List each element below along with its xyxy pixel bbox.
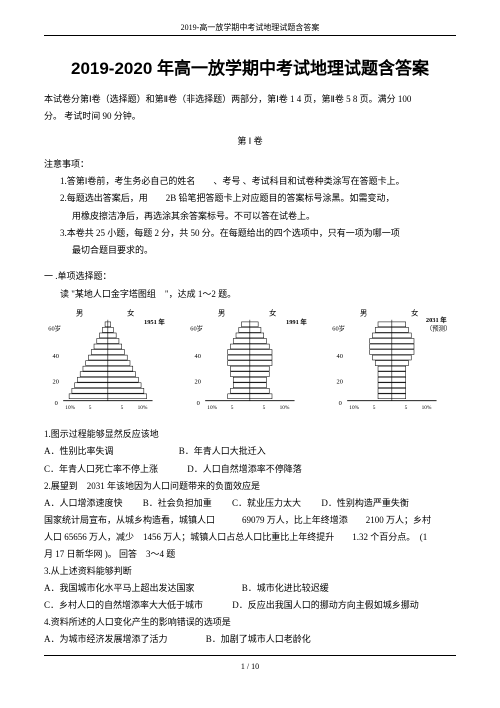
svg-text:10%: 10% [350,405,360,411]
q3-opt-a: A．我国城市化水平马上超出发达国家 [44,583,195,593]
q1-row2: C．年青人口死亡率不停上涨 D．人口自然增添率不停降落 [44,461,456,478]
page-number: 1 / 10 [44,662,456,671]
pyramid-1951: 男 女 1951 年 60岁 40 20 0 10% 5 5 10% [44,307,172,418]
svg-text:20: 20 [53,379,59,386]
pyramid-label-female: 女 [127,307,134,317]
svg-text:40: 40 [337,353,343,360]
q3-opt-c: C．乡村人口的自然增添率大大低于城市 [44,600,203,610]
svg-text:5: 5 [121,405,124,411]
q1-opt-d: D．人口自然增添率不停降落 [187,464,302,474]
running-header: 2019-高一放学期中考试地理试题含答案 [44,22,456,33]
q1-2-stem: 读 "某地人口金字塔图组 "，达成 1～2 题。 [44,286,456,303]
q2-opt-a: A．人口增添速度快 [44,498,123,508]
part-1-heading: 第 Ⅰ 卷 [44,133,456,150]
svg-text:5: 5 [405,405,408,411]
svg-text:0: 0 [55,400,58,407]
svg-text:2031 年: 2031 年 [426,315,447,324]
q3-row1: A．我国城市化水平马上超出发达国家 B．城市化进比较迟缓 [44,580,456,597]
svg-text:60岁: 60岁 [333,323,346,332]
q4-opt-b: B．加剧了城市人口老龄化 [206,634,311,644]
svg-text:40: 40 [53,353,59,360]
svg-text:（预测）: （预测） [426,323,452,332]
q2-opt-c: C．就业压力太大 [232,498,301,508]
q2-row1: A．人口增添速度快 B．社会负担加重 C．就业压力太大 D．性别构造严重失衡 [44,495,456,512]
svg-text:10%: 10% [65,405,75,411]
notice-2b: 用橡皮擦洁净后，再选涂其余答案标号。不可以答在试卷上。 [44,208,456,225]
passage-c: 月 17 日新华网 )。 回答 3～4 题 [44,546,456,563]
notice-3a: 3.本卷共 25 小题，每题 2 分，共 50 分。在每题给出的四个选项中，只有… [44,225,456,242]
q4: 4.资料所述的人口变化产生的影响错误的选项是 [44,614,456,631]
footer-rule [44,655,456,656]
q2-opt-b: B．社会负担加重 [143,498,212,508]
svg-text:5: 5 [89,405,92,411]
q1: 1.图示过程能够显然反应该地 [44,426,456,443]
page-title: 2019-2020 年高一放学期中考试地理试题含答案 [44,54,456,79]
svg-text:60岁: 60岁 [48,323,61,332]
q3-opt-b: B．城市化进比较迟缓 [242,583,329,593]
q4-row1: A．为城市经济发展增添了活力 B．加剧了城市人口老龄化 [44,631,456,648]
svg-text:10%: 10% [280,405,290,411]
svg-text:男: 男 [218,308,225,317]
section-1-heading: 一 .单项选择题： [44,269,456,282]
notice-3b: 最切合题目要求的。 [44,242,456,259]
pyramid-figure-row: 男 女 1951 年 60岁 40 20 0 10% 5 5 10% 男 女 1991… [44,307,456,418]
notice-heading: 注意事项： [44,156,456,173]
pyramid-1991: 男 女 1991 年 60岁 40 20 0 10% 5 5 10% [186,307,314,418]
svg-text:20: 20 [337,379,343,386]
q4-opt-a: A．为城市经济发展增添了活力 [44,634,168,644]
q1-opt-a: A．性别比率失调 [44,446,114,456]
pyramid-year: 1951 年 [144,317,165,326]
svg-text:40: 40 [195,353,201,360]
intro-line-2: 分。 考试时间 90 分钟。 [44,108,456,125]
notice-2a: 2.每题选出答案后，用 2B 铅笔把答题卡上对应题目的答案标号涂黑。如需变动， [44,190,456,207]
svg-text:女: 女 [269,307,276,317]
q3: 3.从上述资料能够判断 [44,563,456,580]
pyramid-2031: 男 女 2031 年 （预测） 60岁 40 20 0 10% 5 5 10% [328,307,456,418]
svg-text:男: 男 [360,308,367,317]
q2-opt-d: D．性别构造严重失衡 [321,498,409,508]
svg-text:5: 5 [231,405,234,411]
svg-text:10%: 10% [138,405,148,411]
q3-row2: C．乡村人口的自然增添率大大低于城市 D．反应出我国人口的挪动方向主假如城乡挪动 [44,597,456,614]
svg-text:10%: 10% [422,405,432,411]
svg-text:1991 年: 1991 年 [286,317,307,326]
svg-text:10%: 10% [207,405,217,411]
header-rule [44,35,456,36]
svg-text:5: 5 [373,405,376,411]
svg-text:20: 20 [195,379,201,386]
q1-opt-b: B．年青人口大批迁入 [179,446,266,456]
pyramid-label-male: 男 [76,308,83,317]
q1-opt-c: C．年青人口死亡率不停上涨 [44,464,158,474]
passage-b: 人口 65656 万人，减少 1456 万人；城镇人口占总人口比重比上年终提升 … [44,529,456,546]
svg-text:0: 0 [197,400,200,407]
svg-text:0: 0 [339,400,342,407]
passage-a: 国家统计局宣布，从城乡构造看，城镇人口 69079 万人，比上年终增添 2100… [44,512,456,529]
q3-opt-d: D．反应出我国人口的挪动方向主假如城乡挪动 [232,600,419,610]
q2: 2.展望到 2031 年该地因为人口问题带来的负面效应是 [44,478,456,495]
svg-text:女: 女 [411,307,418,317]
svg-text:60岁: 60岁 [190,323,203,332]
intro-line-1: 本试卷分第Ⅰ卷（选择题）和第Ⅱ卷（非选择题）两部分，第Ⅰ卷 1 4 页，第Ⅱ卷 … [44,91,456,108]
svg-text:5: 5 [263,405,266,411]
notice-1: 1.答第Ⅰ卷前，考生务必自己的姓名 、考号 、考试科目和试卷种类涂写在答题卡上。 [44,173,456,190]
q1-row1: A．性别比率失调 B．年青人口大批迁入 [44,443,456,460]
